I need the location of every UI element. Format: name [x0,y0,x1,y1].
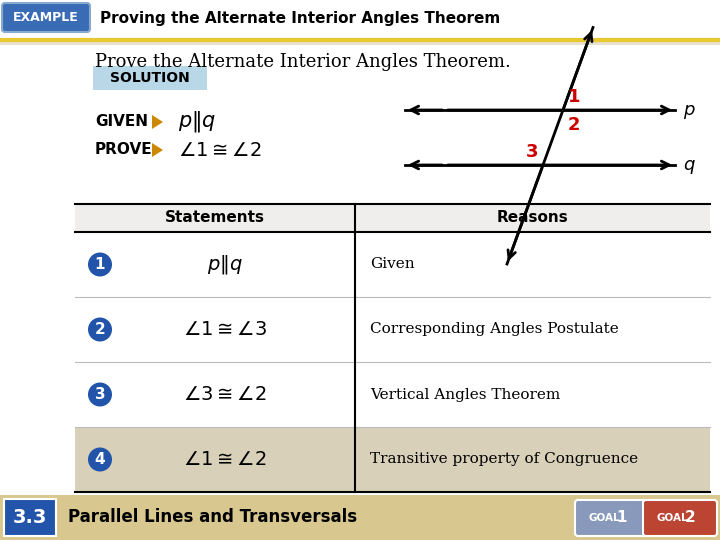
Text: 4: 4 [95,452,105,467]
FancyBboxPatch shape [643,500,717,536]
FancyBboxPatch shape [4,499,56,536]
Text: p: p [683,101,694,119]
Text: 3: 3 [95,387,105,402]
Bar [75,204,710,232]
Circle shape [88,448,112,471]
Circle shape [88,382,112,407]
Circle shape [88,318,112,341]
Text: GIVEN: GIVEN [95,114,148,130]
Text: Proving the Alternate Interior Angles Theorem: Proving the Alternate Interior Angles Th… [100,10,500,25]
Text: Vertical Angles Theorem: Vertical Angles Theorem [370,388,560,402]
FancyBboxPatch shape [93,66,207,90]
Text: 1: 1 [568,88,580,106]
Text: Corresponding Angles Postulate: Corresponding Angles Postulate [370,322,618,336]
Text: EXAMPLE: EXAMPLE [13,11,79,24]
Circle shape [88,253,112,276]
Text: 2: 2 [94,322,105,337]
Text: 3.3: 3.3 [13,508,48,527]
Text: 2: 2 [568,116,580,134]
Bar [75,427,710,492]
Text: Reasons: Reasons [497,211,568,226]
FancyBboxPatch shape [2,3,90,32]
Text: Parallel Lines and Transversals: Parallel Lines and Transversals [68,509,357,526]
Text: Given: Given [370,258,415,272]
Text: $\angle 1 \cong \angle 3$: $\angle 1 \cong \angle 3$ [183,320,267,339]
Text: 1: 1 [95,257,105,272]
Text: q: q [683,156,694,174]
Text: 3: 3 [526,143,538,161]
Text: GOAL: GOAL [656,513,688,523]
Bar [0,0,720,40]
Text: Transitive property of Congruence: Transitive property of Congruence [370,453,638,467]
Text: 1: 1 [617,510,627,525]
Bar [0,45,720,495]
Bar [0,495,720,540]
Text: Statements: Statements [165,211,265,226]
Polygon shape [152,143,163,157]
Text: $p \| q$: $p \| q$ [207,253,243,276]
Text: GOAL: GOAL [588,513,620,523]
Polygon shape [152,115,163,129]
Text: $\angle 1 \cong \angle 2$: $\angle 1 \cong \angle 2$ [178,140,261,159]
Text: 2: 2 [685,510,696,525]
FancyBboxPatch shape [575,500,649,536]
Text: PROVE: PROVE [95,143,153,158]
Text: $\angle 1 \cong \angle 2$: $\angle 1 \cong \angle 2$ [183,450,267,469]
Text: SOLUTION: SOLUTION [110,71,190,85]
Text: $p \| q$: $p \| q$ [178,110,216,134]
Text: $\angle 3 \cong \angle 2$: $\angle 3 \cong \angle 2$ [183,385,267,404]
Text: Prove the Alternate Interior Angles Theorem.: Prove the Alternate Interior Angles Theo… [95,53,511,71]
